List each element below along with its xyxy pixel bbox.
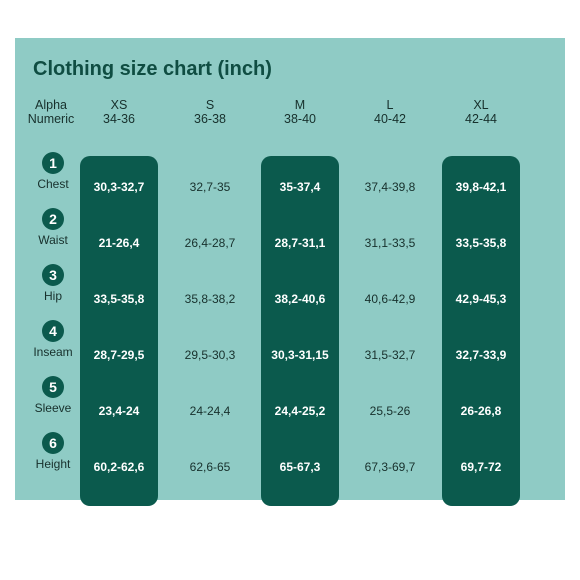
size-value-cell: 24,4-25,2 (274, 404, 326, 418)
size-value-cell: 62,6-65 (189, 460, 231, 474)
row-label: 2 Waist (15, 208, 91, 247)
size-alpha: S (205, 98, 215, 112)
size-value-cell: 65-67,3 (279, 460, 321, 474)
size-header: M 38-40 (260, 98, 340, 126)
size-value-cell: 26,4-28,7 (184, 236, 236, 250)
size-value-cell: 35-37,4 (279, 180, 321, 194)
size-header: L 40-42 (350, 98, 430, 126)
row-name: Hip (43, 289, 62, 303)
alpha-label: Alpha (35, 98, 67, 112)
row-name: Height (35, 457, 71, 471)
size-value-cell: 23,4-24 (98, 404, 140, 418)
row-name: Waist (38, 233, 68, 247)
size-value-cell: 33,5-35,8 (93, 292, 145, 306)
size-value-cell: 33,5-35,8 (455, 236, 507, 250)
size-value-cell: 31,5-32,7 (364, 348, 416, 362)
size-value-cell: 26-26,8 (460, 404, 502, 418)
size-numeric: 34-36 (103, 112, 135, 126)
size-value-cell: 30,3-32,7 (93, 180, 145, 194)
size-header: S 36-38 (170, 98, 250, 126)
size-alpha: XL (473, 98, 489, 112)
size-chart: Clothing size chart (inch) Alpha Numeric… (15, 38, 565, 506)
row-number-badge: 3 (42, 264, 64, 286)
size-value-cell: 67,3-69,7 (364, 460, 416, 474)
size-numeric: 42-44 (465, 112, 497, 126)
row-number-badge: 6 (42, 432, 64, 454)
row-label: 1 Chest (15, 152, 91, 191)
size-numeric: 40-42 (374, 112, 406, 126)
size-column-highlight (261, 156, 339, 506)
size-alpha: XS (110, 98, 128, 112)
numeric-label: Numeric (27, 112, 75, 126)
row-number-badge: 2 (42, 208, 64, 230)
size-value-cell: 21-26,4 (98, 236, 140, 250)
size-value-cell: 32,7-33,9 (455, 348, 507, 362)
row-label: 4 Inseam (15, 320, 91, 359)
size-value-cell: 29,5-30,3 (184, 348, 236, 362)
size-value-cell: 31,1-33,5 (364, 236, 416, 250)
row-number-badge: 5 (42, 376, 64, 398)
row-label: 6 Height (15, 432, 91, 471)
size-value-cell: 60,2-62,6 (93, 460, 145, 474)
row-number-badge: 1 (42, 152, 64, 174)
size-column-highlight (80, 156, 158, 506)
size-numeric: 38-40 (284, 112, 316, 126)
row-number-badge: 4 (42, 320, 64, 342)
size-alpha: L (386, 98, 394, 112)
size-value-cell: 24-24,4 (189, 404, 231, 418)
size-numeric: 36-38 (194, 112, 226, 126)
size-value-cell: 40,6-42,9 (364, 292, 416, 306)
size-value-cell: 69,7-72 (460, 460, 502, 474)
row-name: Sleeve (34, 401, 72, 415)
row-label: 3 Hip (15, 264, 91, 303)
chart-title: Clothing size chart (inch) (33, 58, 272, 80)
row-name: Inseam (33, 345, 73, 359)
size-value-cell: 42,9-45,3 (455, 292, 507, 306)
size-alpha: M (294, 98, 306, 112)
size-value-cell: 37,4-39,8 (364, 180, 416, 194)
row-label: 5 Sleeve (15, 376, 91, 415)
row-header: Alpha Numeric (15, 98, 87, 126)
size-value-cell: 32,7-35 (189, 180, 231, 194)
size-value-cell: 38,2-40,6 (274, 292, 326, 306)
size-value-cell: 25,5-26 (369, 404, 411, 418)
size-value-cell: 39,8-42,1 (455, 180, 507, 194)
size-value-cell: 35,8-38,2 (184, 292, 236, 306)
size-value-cell: 30,3-31,15 (271, 348, 329, 362)
size-column-highlight (442, 156, 520, 506)
size-header: XL 42-44 (441, 98, 521, 126)
size-value-cell: 28,7-29,5 (93, 348, 145, 362)
row-name: Chest (37, 177, 69, 191)
size-value-cell: 28,7-31,1 (274, 236, 326, 250)
size-header: XS 34-36 (79, 98, 159, 126)
